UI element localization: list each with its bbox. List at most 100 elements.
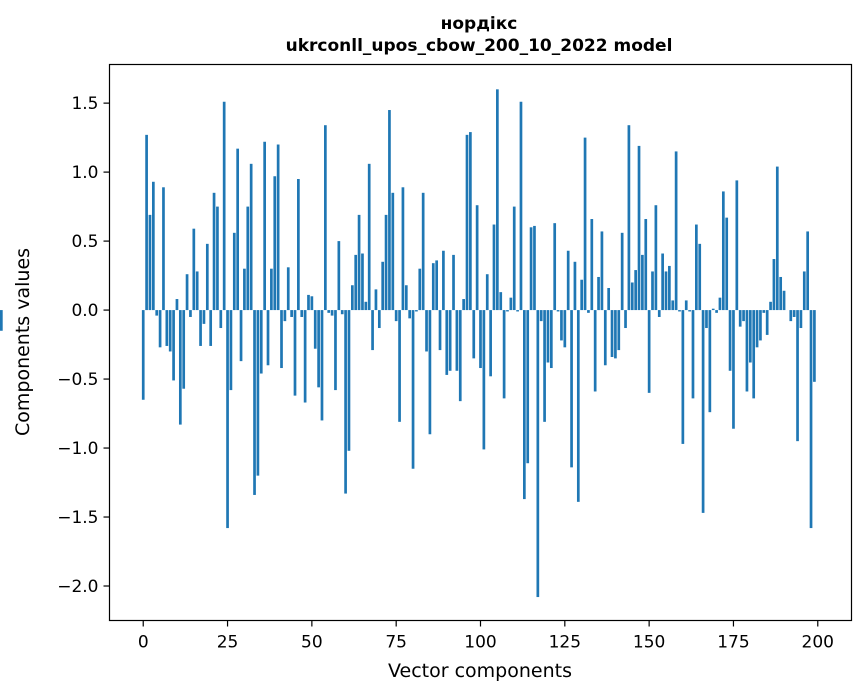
bar <box>330 310 334 316</box>
bar <box>431 263 435 311</box>
bar <box>340 310 344 315</box>
bar <box>620 232 624 311</box>
bar <box>610 310 614 357</box>
bar <box>425 310 428 352</box>
bar <box>381 261 385 311</box>
bar <box>475 205 479 311</box>
bar <box>148 214 152 311</box>
bar <box>158 310 162 348</box>
bar <box>438 310 442 351</box>
bar <box>324 125 327 311</box>
bar <box>0 310 3 331</box>
bar <box>452 254 455 311</box>
bar <box>458 310 462 402</box>
bar <box>796 310 799 442</box>
bar <box>411 310 415 469</box>
bar <box>276 144 280 311</box>
bar <box>421 192 425 311</box>
bar <box>506 310 509 312</box>
bar <box>533 225 536 311</box>
y-axis-label: Components values <box>12 248 34 436</box>
bar <box>748 310 752 363</box>
bar <box>263 141 266 311</box>
bar <box>600 231 604 311</box>
bar <box>259 310 263 374</box>
bar <box>219 310 223 329</box>
bar <box>428 310 432 435</box>
x-tick-label: 50 <box>301 633 323 653</box>
bar <box>155 310 159 316</box>
bar <box>802 271 806 311</box>
bar <box>485 274 489 311</box>
bar <box>364 301 368 311</box>
bar <box>290 310 293 317</box>
x-tick-label: 150 <box>633 633 665 653</box>
bar <box>627 125 631 311</box>
bar <box>688 310 691 312</box>
x-tick-label: 0 <box>138 633 149 653</box>
bar <box>806 231 810 311</box>
bar <box>455 310 459 371</box>
bar <box>472 310 476 359</box>
bar <box>371 310 374 351</box>
bar <box>593 310 597 392</box>
bar <box>647 310 651 393</box>
bar <box>560 310 563 341</box>
bar <box>549 310 553 369</box>
bar <box>347 310 351 451</box>
bar <box>732 310 735 429</box>
bar <box>752 310 756 399</box>
bar <box>698 243 702 311</box>
bar <box>556 310 560 312</box>
bar <box>755 310 759 348</box>
bar <box>482 310 486 450</box>
bar <box>630 282 634 311</box>
bar <box>583 137 587 311</box>
bar <box>651 271 654 311</box>
x-tick-label: 100 <box>464 633 496 653</box>
bar <box>570 310 573 468</box>
bar <box>182 310 186 389</box>
bar <box>448 310 452 371</box>
bar <box>327 310 331 313</box>
bar <box>496 89 499 311</box>
bar <box>546 310 550 363</box>
bar <box>442 250 445 311</box>
bar <box>597 276 600 311</box>
bar <box>357 214 361 311</box>
bar <box>185 274 189 311</box>
bar <box>236 148 240 311</box>
bar <box>769 301 772 311</box>
y-tick-label: −1.5 <box>57 508 98 528</box>
bar <box>735 180 739 311</box>
bar <box>404 285 408 311</box>
bar <box>297 179 300 311</box>
x-axis-ticks: 0 25 50 75 100 125 150 175 200 <box>138 620 834 653</box>
bar <box>576 310 580 502</box>
bar <box>320 310 324 421</box>
bar <box>408 310 412 319</box>
y-tick-label: 0.0 <box>71 301 98 321</box>
bar <box>465 134 469 311</box>
bar <box>337 241 341 311</box>
bar <box>435 260 439 311</box>
bar <box>350 285 354 311</box>
bar <box>721 191 725 311</box>
bar <box>718 297 722 311</box>
bar <box>526 310 530 464</box>
bar <box>243 268 246 311</box>
bar <box>388 110 391 311</box>
bar <box>519 101 523 311</box>
bar <box>172 310 175 381</box>
bar <box>152 181 155 311</box>
bar <box>573 261 577 311</box>
bar <box>715 310 718 313</box>
y-tick-label: 1.0 <box>71 163 98 183</box>
bar <box>614 310 617 359</box>
bar <box>195 271 199 311</box>
bar <box>310 296 314 311</box>
bar <box>725 217 729 311</box>
bar <box>762 310 766 313</box>
